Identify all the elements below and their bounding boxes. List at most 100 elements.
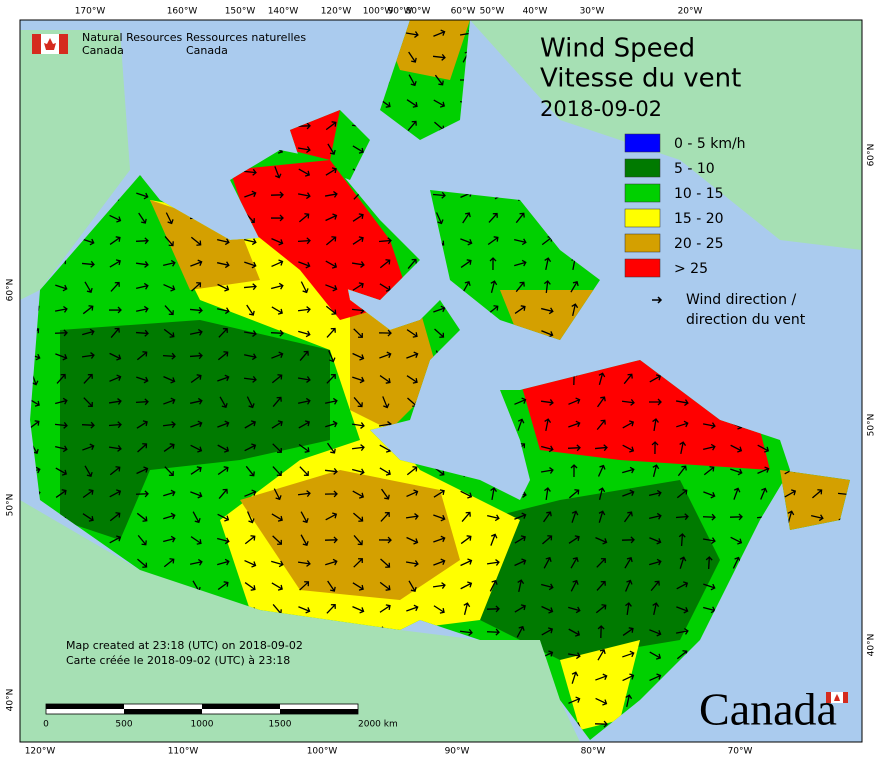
wind-arrow (271, 560, 284, 568)
wind-arrow (217, 513, 230, 522)
wind-arrow (434, 74, 444, 86)
wind-arrow (244, 353, 257, 361)
wind-arrow (568, 397, 581, 405)
wind-arrow (568, 628, 581, 637)
wind-arrow (190, 420, 203, 428)
wind-arrow (217, 420, 230, 428)
wind-arrow (109, 236, 121, 245)
credit: Map created at 23:18 (UTC) on 2018-09-02 (66, 639, 303, 652)
wind-arrow (217, 581, 229, 591)
wind-arrow (541, 605, 554, 614)
wind-arrow (679, 556, 687, 569)
wind-arrow (271, 259, 284, 268)
wind-arrow (246, 511, 255, 524)
wind-arrow (568, 420, 581, 428)
wind-arrow (405, 31, 419, 38)
wind-arrow (273, 488, 282, 501)
wind-arrow (543, 280, 551, 294)
legend: 0 - 5 km/h 5 - 10 10 - 15 15 - 20 20 - 25 > 2… (624, 133, 746, 278)
frame (19, 19, 863, 743)
wind-arrow (297, 192, 311, 200)
title: Wind Speed (540, 34, 695, 64)
wind-arrow (191, 282, 202, 292)
wind-arrow (219, 396, 228, 409)
wind-arrow (621, 536, 635, 544)
wind-arrow (460, 238, 473, 246)
agency-fr: Ressources naturelles (186, 31, 306, 44)
wind-arrow (54, 421, 68, 429)
wind-arrow (760, 487, 768, 500)
wind-arrow (514, 397, 527, 405)
wind-arrow (490, 487, 498, 501)
wind-arrow (136, 512, 148, 522)
wind-arrow (675, 399, 689, 407)
wind-arrow (84, 465, 93, 478)
wind-arrow (55, 445, 68, 453)
wind-arrow (459, 628, 473, 636)
wind-arrow (163, 328, 175, 338)
legend-label: 10 - 15 (674, 186, 724, 202)
lon-label: 150°W (225, 7, 256, 17)
scale-label: 0 (43, 720, 49, 730)
wind-arrow (217, 466, 229, 476)
wind-arrow (217, 238, 230, 246)
wind-arrow (135, 237, 149, 245)
wind-arrow (326, 603, 336, 614)
wind-arrow (137, 534, 147, 546)
wind-arrow (135, 490, 149, 498)
wind-arrow (515, 212, 525, 224)
wind-arrow (514, 238, 527, 246)
wind-arrow (84, 281, 93, 293)
wind-arrow (405, 560, 419, 567)
wind-arrow (326, 373, 336, 384)
wind-arrow (544, 487, 551, 501)
title: Vitesse du vent (540, 64, 741, 94)
wind-arrow (246, 396, 255, 409)
credit: Carte créée le 2018-09-02 (UTC) à 23:18 (66, 654, 290, 667)
wind-arrow (243, 330, 257, 337)
wind-arrow (433, 305, 446, 313)
wind-arrow (297, 560, 311, 567)
lon-label: 120°W (321, 7, 352, 17)
wind-arrow (245, 465, 255, 477)
wind-arrow (325, 213, 338, 222)
wind-arrow (596, 580, 606, 591)
wind-arrow (136, 376, 149, 384)
wind-arrow (352, 606, 365, 614)
wind-arrow (246, 304, 255, 316)
wind-arrow (271, 374, 283, 384)
zone (350, 300, 440, 430)
wind-arrow (244, 582, 256, 591)
wind-arrow (703, 491, 716, 499)
wind-arrow (217, 537, 230, 545)
graticule-labels: 170°W 160°W 150°W 140°W 120°W 100°W90°W80°W 60… (6, 7, 877, 757)
wind-arrow (109, 512, 121, 522)
wind-arrow (297, 122, 311, 130)
wind-arrow (297, 490, 311, 497)
wind-arrow (460, 490, 473, 499)
lat-label: 40°N (867, 634, 877, 657)
legend-swatch (624, 133, 661, 153)
wind-arrow (811, 514, 824, 522)
scale-bar (124, 709, 202, 714)
wind-arrow (379, 351, 392, 359)
wind-arrow (596, 396, 606, 408)
wind-arrow (82, 443, 95, 451)
scale-label: 500 (115, 720, 132, 730)
wind-arrow (514, 512, 527, 520)
legend-label: > 25 (674, 261, 708, 277)
wind-arrow (163, 512, 176, 520)
wind-arrow (596, 419, 606, 431)
wind-arrow (164, 466, 174, 476)
wind-arrow (82, 513, 94, 522)
wind-arrow (189, 306, 203, 314)
wind-arrow (325, 236, 337, 246)
wind-arrow (243, 375, 257, 383)
legend-swatch (624, 233, 661, 253)
wind-arrow (108, 421, 122, 429)
wind-arrow (571, 671, 579, 684)
wind-arrow (703, 443, 716, 451)
wind-arrow (108, 306, 122, 314)
wind-arrow (649, 558, 662, 566)
wordmark-flag (826, 692, 848, 703)
